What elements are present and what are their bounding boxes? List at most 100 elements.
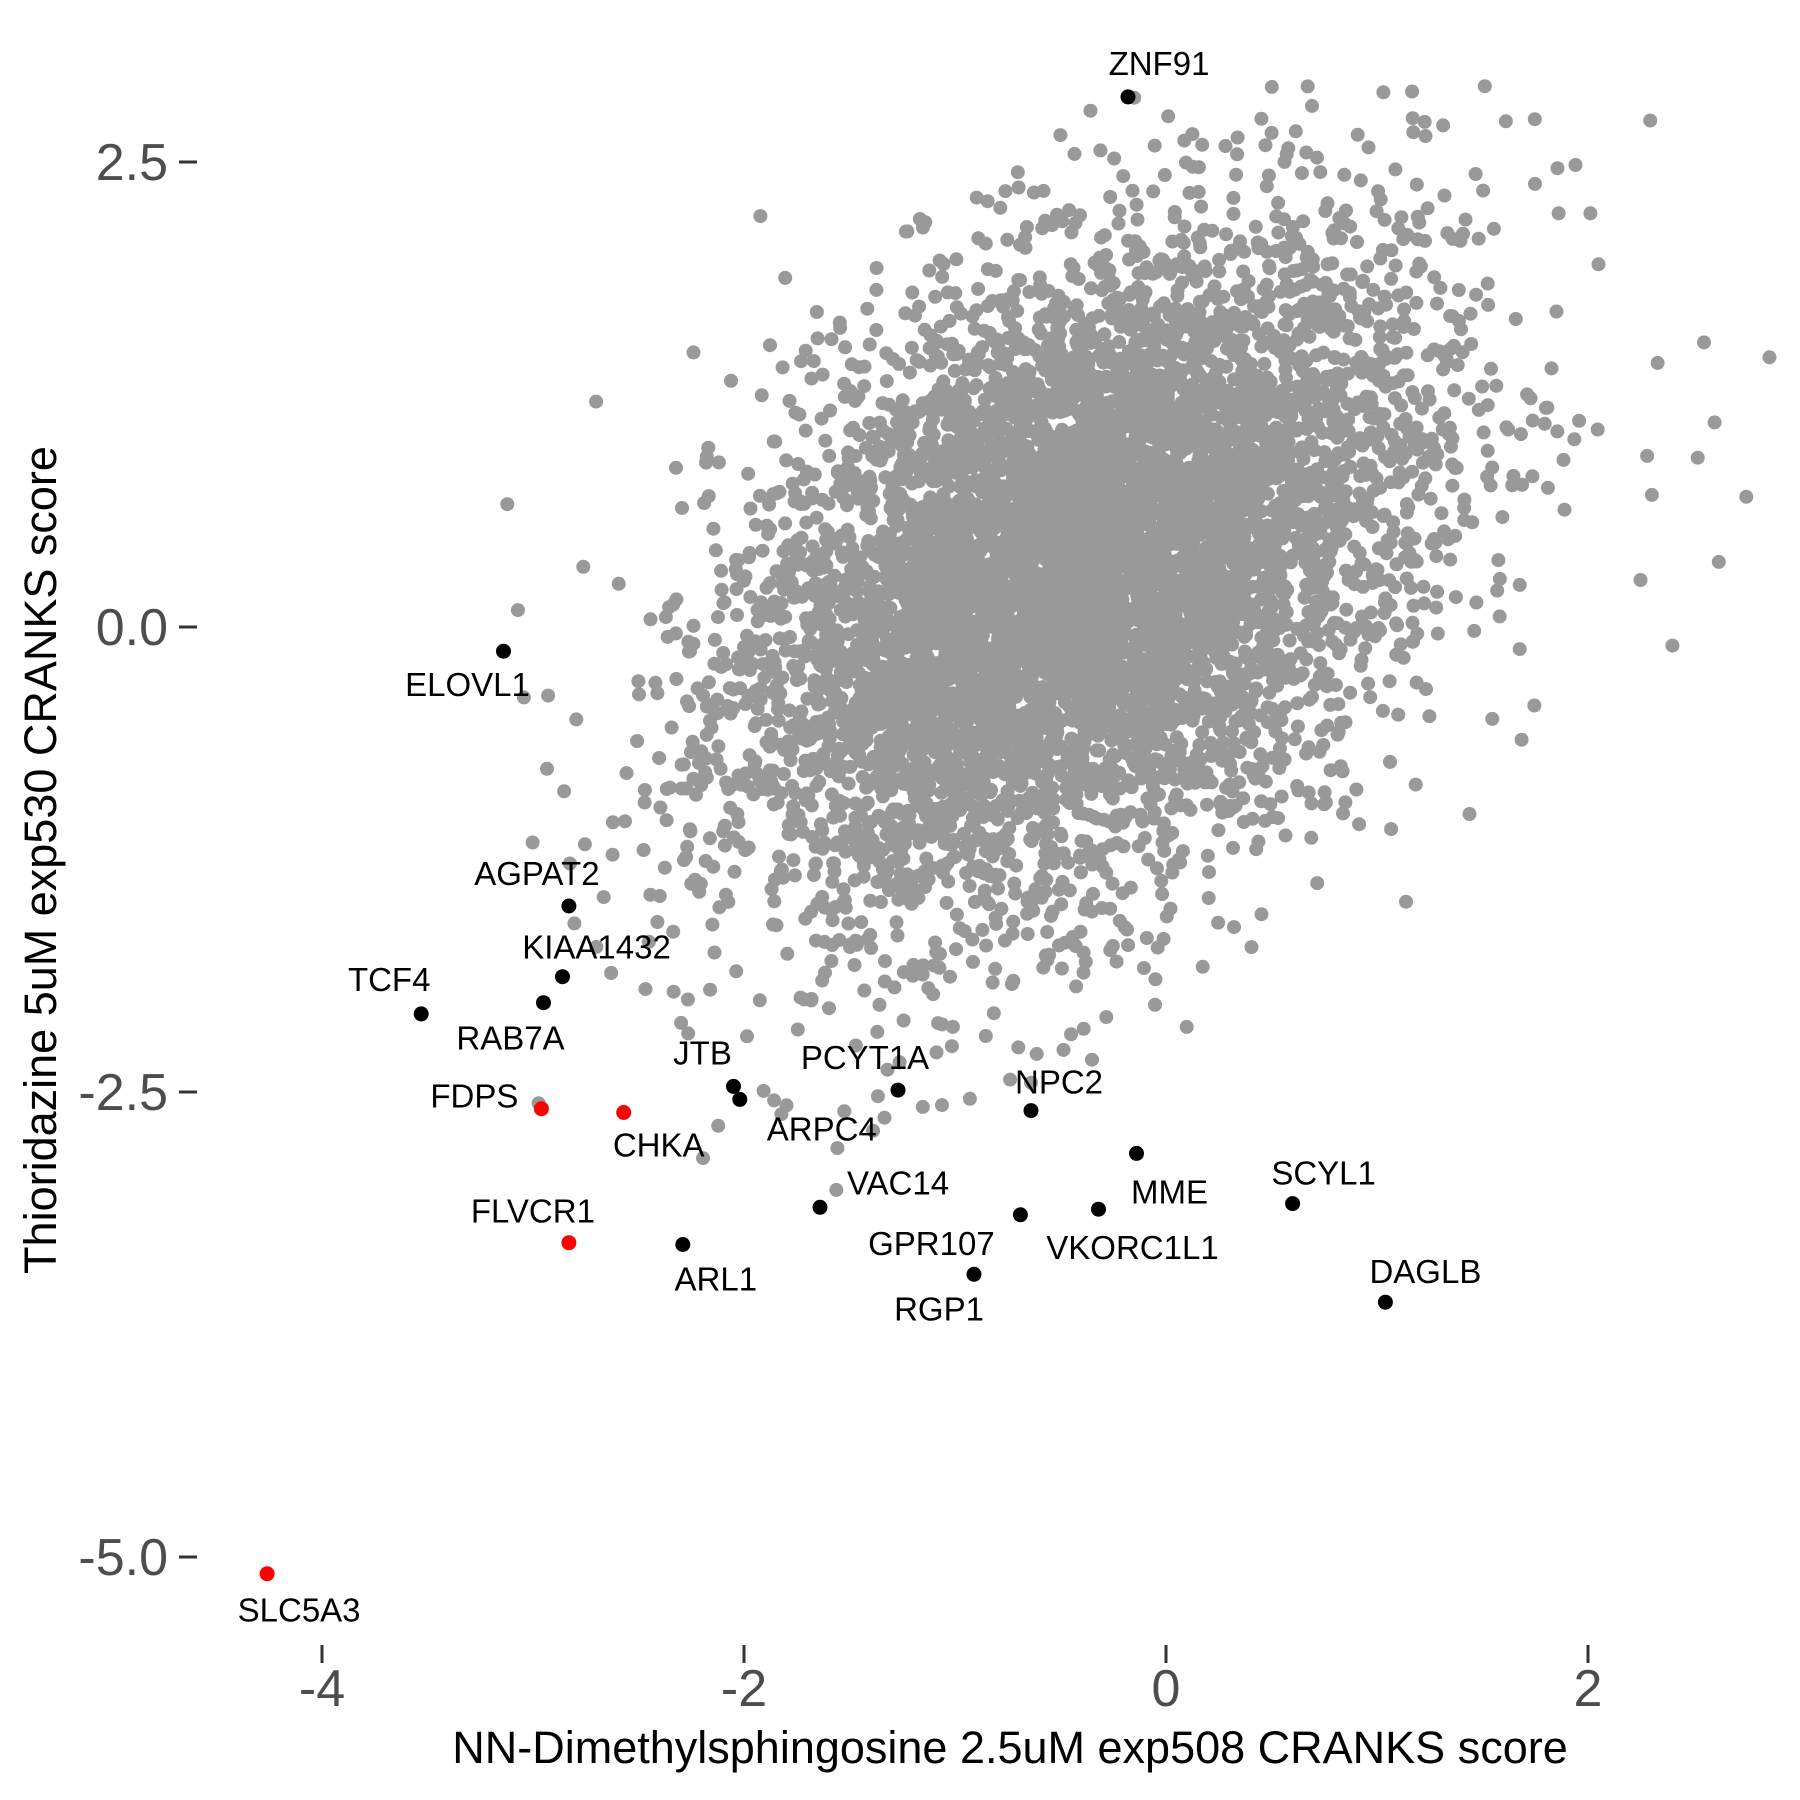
background-point: [1373, 319, 1388, 334]
background-point: [1550, 161, 1565, 176]
background-point: [605, 815, 620, 830]
background-point: [1155, 703, 1170, 718]
background-point: [798, 423, 813, 438]
background-point: [1391, 221, 1406, 236]
background-point: [971, 281, 986, 296]
background-point: [780, 946, 795, 961]
background-point: [1259, 179, 1274, 194]
background-point: [1290, 779, 1305, 793]
background-point: [729, 964, 744, 979]
background-point: [969, 190, 984, 205]
background-point: [819, 544, 834, 559]
background-point: [928, 935, 943, 950]
background-point: [1468, 167, 1483, 181]
background-point: [1287, 732, 1302, 747]
background-point: [818, 522, 833, 537]
background-point: [1044, 908, 1058, 923]
background-point: [1527, 112, 1542, 127]
background-point: [1272, 761, 1287, 775]
background-point: [1461, 391, 1476, 406]
background-point: [889, 915, 904, 930]
background-point: [540, 761, 554, 776]
background-point: [1384, 428, 1399, 442]
background-point: [712, 900, 727, 915]
background-point: [934, 785, 949, 800]
background-point: [1307, 677, 1322, 692]
background-point: [1549, 304, 1564, 319]
background-point: [724, 373, 738, 388]
background-point: [1644, 487, 1659, 502]
background-point: [740, 1029, 754, 1044]
background-point: [866, 1123, 881, 1138]
background-point: [1226, 243, 1241, 258]
background-point: [666, 924, 681, 939]
background-point: [967, 321, 982, 336]
background-point: [577, 837, 592, 852]
background-point: [742, 748, 757, 763]
background-point: [941, 433, 956, 448]
background-point: [1369, 204, 1384, 219]
background-point: [657, 860, 672, 875]
background-point: [1125, 547, 1140, 562]
background-point: [1125, 183, 1140, 198]
background-point: [1313, 656, 1328, 671]
background-point: [1358, 641, 1373, 656]
background-point: [890, 928, 905, 943]
background-point: [681, 1026, 696, 1041]
background-point: [1267, 340, 1282, 355]
background-point: [637, 783, 652, 797]
background-point: [867, 569, 882, 584]
background-point: [1417, 596, 1432, 611]
background-point: [1084, 281, 1098, 296]
background-point: [1052, 938, 1066, 953]
background-point: [1420, 348, 1435, 363]
background-point: [1352, 431, 1367, 446]
background-point: [778, 643, 793, 658]
background-point: [1429, 600, 1444, 615]
background-point: [788, 405, 803, 420]
background-point: [869, 323, 884, 337]
background-point: [1299, 145, 1314, 160]
background-point: [1550, 424, 1565, 439]
background-point: [1003, 1072, 1018, 1087]
background-point: [974, 536, 989, 551]
background-point: [1056, 1042, 1071, 1057]
background-point: [684, 745, 698, 760]
background-point: [1258, 813, 1272, 828]
background-point: [857, 983, 872, 998]
background-point: [1248, 219, 1263, 234]
background-point: [870, 1024, 885, 1039]
background-point: [1180, 672, 1195, 687]
background-point: [1434, 506, 1449, 521]
background-point: [978, 236, 993, 251]
background-point: [841, 916, 856, 931]
background-point: [791, 730, 806, 745]
background-point: [740, 779, 755, 794]
background-point: [701, 675, 716, 690]
background-point: [1416, 579, 1431, 594]
background-point: [1324, 426, 1339, 440]
background-point: [557, 784, 572, 799]
background-point: [1056, 846, 1071, 861]
background-point: [1376, 85, 1391, 100]
background-point: [1192, 305, 1207, 320]
background-point: [949, 942, 963, 957]
background-point: [798, 793, 813, 808]
background-point: [1094, 283, 1109, 298]
background-point: [711, 455, 726, 470]
background-point: [692, 756, 706, 770]
background-point: [949, 907, 964, 922]
background-point: [1170, 283, 1185, 298]
background-point: [775, 670, 790, 685]
background-point: [1010, 165, 1025, 180]
background-point: [783, 630, 797, 644]
background-point: [714, 582, 729, 597]
background-point: [1006, 914, 1021, 929]
background-point: [711, 739, 726, 754]
background-point: [1467, 623, 1482, 638]
background-point: [922, 263, 937, 278]
background-point: [1429, 549, 1444, 564]
background-point: [803, 621, 818, 636]
background-point: [991, 881, 1005, 896]
